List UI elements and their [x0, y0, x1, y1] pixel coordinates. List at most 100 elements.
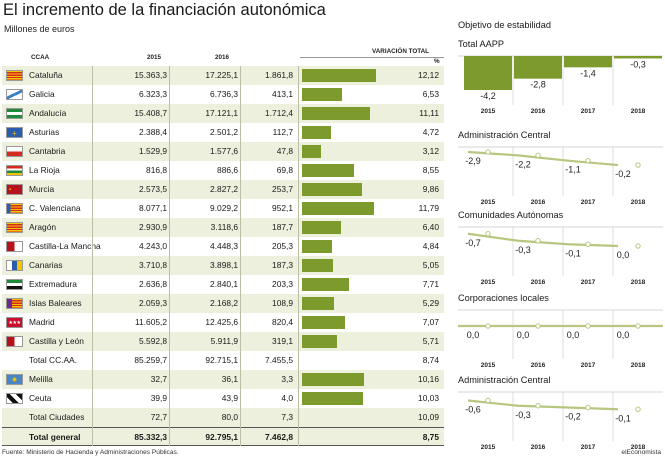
variation-pct: 8,74 [422, 355, 439, 365]
variation-bar [302, 392, 364, 405]
data-label: 0,0 [517, 330, 530, 340]
year-tick-label: 2016 [531, 362, 546, 369]
year-tick-label: 2018 [631, 444, 646, 451]
mini-chart-title: Comunidades Autónomas [458, 210, 564, 220]
region-name: Canarias [29, 260, 63, 270]
variation-value: 112,7 [272, 127, 293, 137]
variation-value: 47,8 [276, 146, 293, 156]
variation-pct: 5,71 [422, 336, 439, 346]
table-row: Total general 85.332,3 92.795,1 7.462,8 8,75 [2, 427, 444, 446]
variation-pct: 10,16 [418, 374, 439, 384]
table-row: Cantabria 1.529,9 1.577,6 47,8 3,12 [2, 142, 444, 161]
variation-bar [302, 88, 342, 101]
data-label: 0,0 [617, 330, 630, 340]
region-name: Madrid [29, 317, 55, 327]
year-tick-label: 2018 [631, 199, 646, 206]
variation-bar [302, 278, 350, 291]
table-row: Extremadura 2.636,8 2.840,1 203,3 7,71 [2, 275, 444, 294]
table-row: Ceuta 39,9 43,9 4,0 10,03 [2, 389, 444, 408]
data-label: -1,1 [565, 165, 581, 175]
baleares-flag-icon [6, 298, 23, 309]
value-2015: 2.930,9 [139, 222, 167, 232]
value-2015: 3.710,8 [139, 260, 167, 270]
col-header-pct: % [434, 58, 440, 65]
value-2016: 3.898,1 [210, 260, 238, 270]
data-label: -0,3 [630, 59, 646, 69]
data-label: -0,2 [615, 169, 631, 179]
region-name: Total general [29, 432, 81, 442]
data-point [585, 241, 591, 247]
variation-value: 205,3 [272, 241, 293, 251]
value-2016: 17.225,1 [205, 70, 238, 80]
year-tick-label: 2015 [481, 279, 496, 286]
table-row: ▪ Murcia 2.573,5 2.827,2 253,7 9,86 [2, 180, 444, 199]
variation-bar [302, 297, 335, 310]
data-label: -2,2 [515, 159, 531, 169]
variation-pct: 7,07 [422, 317, 439, 327]
variation-value: 69,8 [276, 165, 293, 175]
data-point [635, 323, 641, 329]
andalucia-flag-icon [6, 108, 23, 119]
column-divider [92, 66, 93, 446]
year-tick-label: 2017 [581, 108, 596, 115]
mini-chart: -0,7 -0,3 -0,1 0,0 2015 2016 2017 2018 [458, 226, 663, 286]
value-2015: 85.332,3 [134, 432, 167, 442]
melilla-flag-icon: ◆ [6, 374, 23, 385]
variation-value: 952,1 [272, 203, 293, 213]
variation-bar [302, 164, 355, 177]
ceuta-flag-icon [6, 393, 23, 404]
variation-value: 1.861,8 [265, 70, 293, 80]
data-point [485, 231, 491, 237]
year-tick-label: 2015 [481, 362, 496, 369]
variation-value: 319,1 [272, 336, 293, 346]
year-tick-label: 2015 [481, 108, 496, 115]
data-point [585, 404, 591, 411]
year-tick-label: 2018 [631, 362, 646, 369]
variation-bar [302, 259, 333, 272]
year-tick-label: 2016 [531, 444, 546, 451]
data-label: 0,0 [467, 330, 480, 340]
variation-pct: 3,12 [422, 146, 439, 156]
variation-value: 187,7 [272, 222, 293, 232]
value-2016: 2.501,2 [210, 127, 238, 137]
value-2015: 15.363,3 [134, 70, 167, 80]
variation-pct: 5,05 [422, 260, 439, 270]
year-tick-label: 2015 [481, 199, 496, 206]
col-header-2015: 2015 [147, 54, 162, 61]
header-divider [300, 57, 444, 58]
region-name: Total CC.AA. [29, 355, 77, 365]
col-header-ccaa: CCAA [31, 54, 50, 61]
bar-mark [564, 56, 612, 68]
variation-pct: 11,79 [418, 203, 439, 213]
mini-chart: -0,6 -0,3 -0,2 -0,1 2015 2016 2017 2018 [458, 391, 663, 451]
data-label: -4,2 [480, 91, 496, 101]
la-rioja-flag-icon [6, 165, 23, 176]
value-2016: 2.827,2 [210, 184, 238, 194]
data-label: -0,1 [565, 248, 581, 258]
variation-bar [302, 183, 363, 196]
asturias-flag-icon: + [6, 127, 23, 138]
table-row: Galicia 6.323,3 6.736,3 413,1 6,53 [2, 85, 444, 104]
table-row: ★★★ Madrid 11.605,2 12.425,6 820,4 7,07 [2, 313, 444, 332]
variation-value: 7.455,5 [265, 355, 293, 365]
table-row: Aragón 2.930,9 3.118,6 187,7 6,40 [2, 218, 444, 237]
region-name: Galicia [29, 89, 55, 99]
bar-mark [464, 56, 512, 90]
cataluna-flag-icon [6, 70, 23, 81]
region-name: Islas Baleares [29, 298, 82, 308]
table-row: + Asturias 2.388,4 2.501,2 112,7 4,72 [2, 123, 444, 142]
variation-pct: 10,03 [418, 393, 439, 403]
mini-chart: -4,2 -2,8 -1,4 -0,3 2015 2016 2017 2018 [458, 55, 663, 115]
value-2016: 2.168,2 [210, 298, 238, 308]
variation-bar [302, 316, 346, 329]
value-2015: 32,7 [150, 374, 167, 384]
region-name: Aragón [29, 222, 57, 232]
variation-bar [302, 202, 374, 215]
data-point [585, 323, 591, 329]
table-row: Andalucía 15.408,7 17.121,1 1.712,4 11,11 [2, 104, 444, 123]
variation-value: 253,7 [272, 184, 293, 194]
value-2015: 72,7 [150, 412, 167, 422]
value-2015: 816,8 [146, 165, 167, 175]
variation-pct: 5,29 [422, 298, 439, 308]
year-tick-label: 2015 [481, 444, 496, 451]
